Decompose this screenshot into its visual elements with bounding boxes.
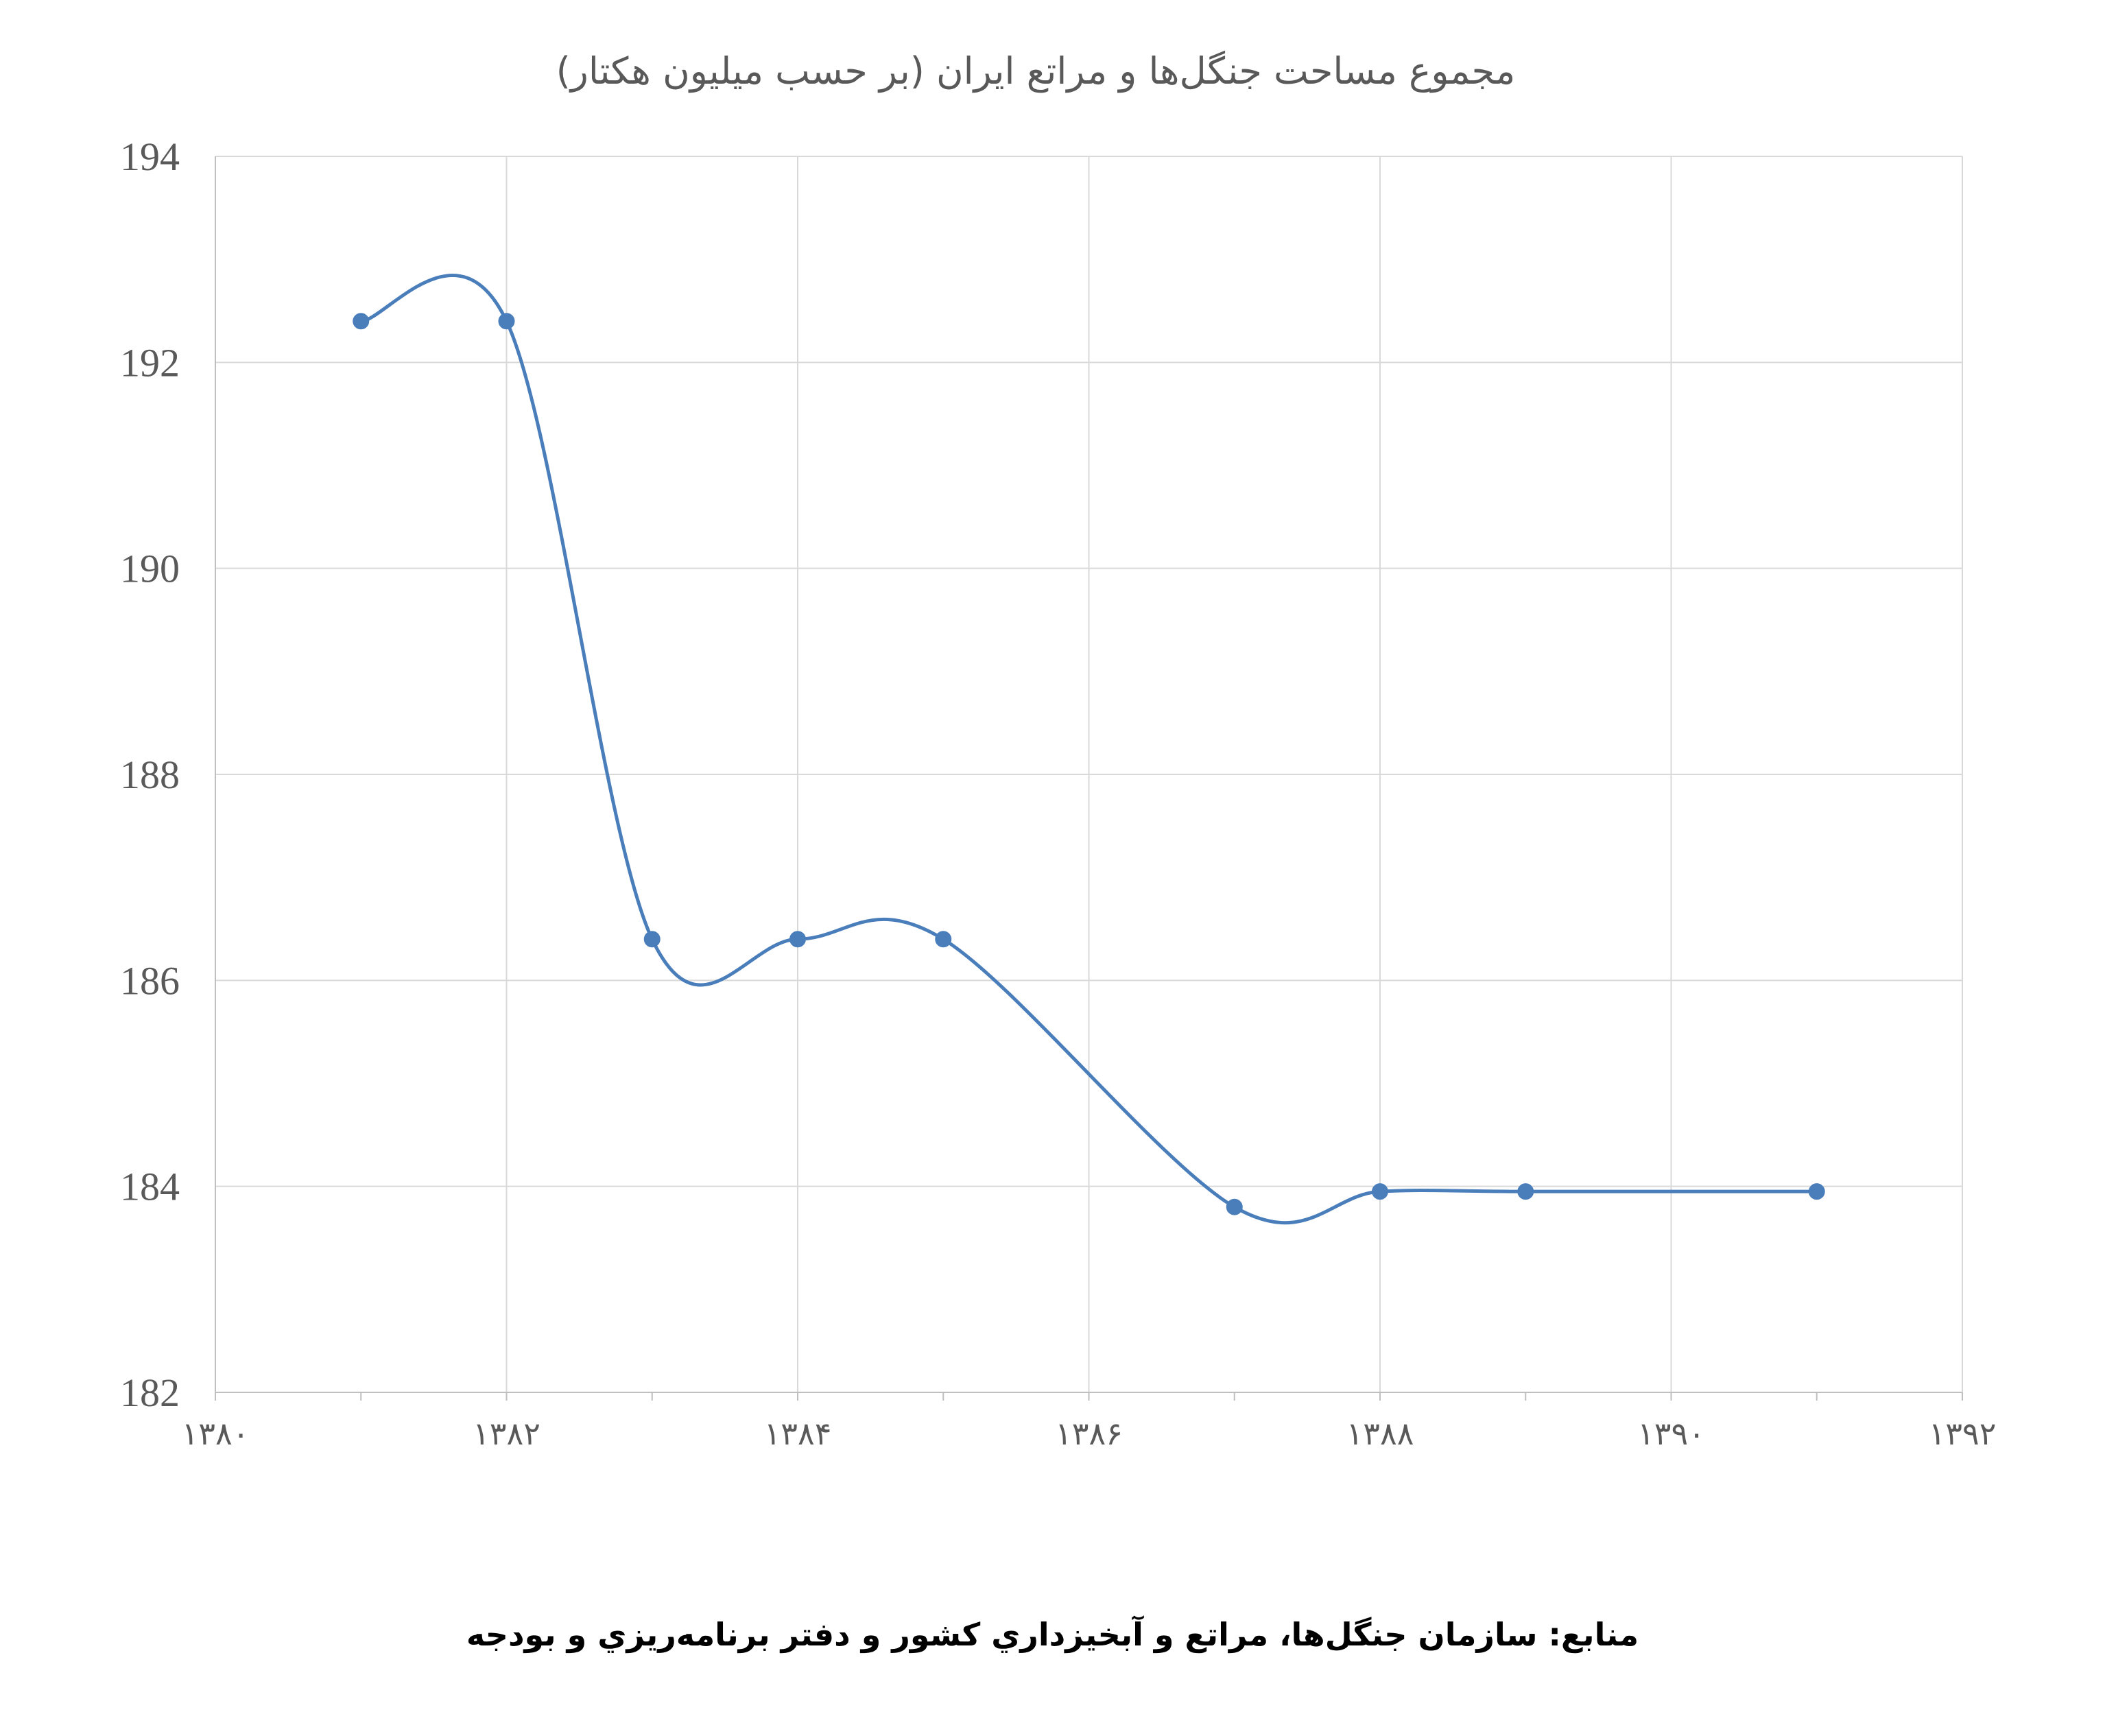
x-tick-label: ۱۳۸۰ [182,1415,250,1452]
y-tick-label: 192 [120,340,180,385]
data-point-marker [645,931,660,947]
x-tick-label: ۱۳۹۰ [1637,1415,1705,1452]
data-point-marker [1518,1184,1533,1199]
x-tick-label: ۱۳۹۲ [1929,1415,1997,1452]
data-point-marker [1227,1200,1242,1215]
y-tick-label: 184 [120,1165,180,1209]
x-tick-label: ۱۳۸۴ [764,1415,832,1452]
data-point-marker [1372,1184,1388,1199]
x-tick-label: ۱۳۸۸ [1346,1415,1414,1452]
grid-lines [215,156,1962,1392]
data-point-marker [790,931,805,947]
tick-labels: 182 184 186 188 190 192 194 ۱۳۸۰ ۱۳۸۲ ۱۳۸۴ ۱۳۸۶ ۱۳۸… [120,134,1996,1452]
y-tick-label: 190 [120,547,180,591]
x-tick-label: ۱۳۸۶ [1055,1415,1123,1452]
x-tick-label: ۱۳۸۲ [473,1415,540,1452]
data-point-marker [353,313,368,329]
y-tick-label: 186 [120,958,180,1003]
y-tick-label: 194 [120,134,180,179]
source-note: منابع: سازمان جنگل‌ها، مراتع و آبخیزداري… [0,1616,2105,1654]
y-tick-label: 182 [120,1370,180,1415]
data-point-marker [936,931,951,947]
data-point-marker [1809,1184,1824,1199]
data-point-marker [499,313,514,329]
y-tick-label: 188 [120,752,180,797]
